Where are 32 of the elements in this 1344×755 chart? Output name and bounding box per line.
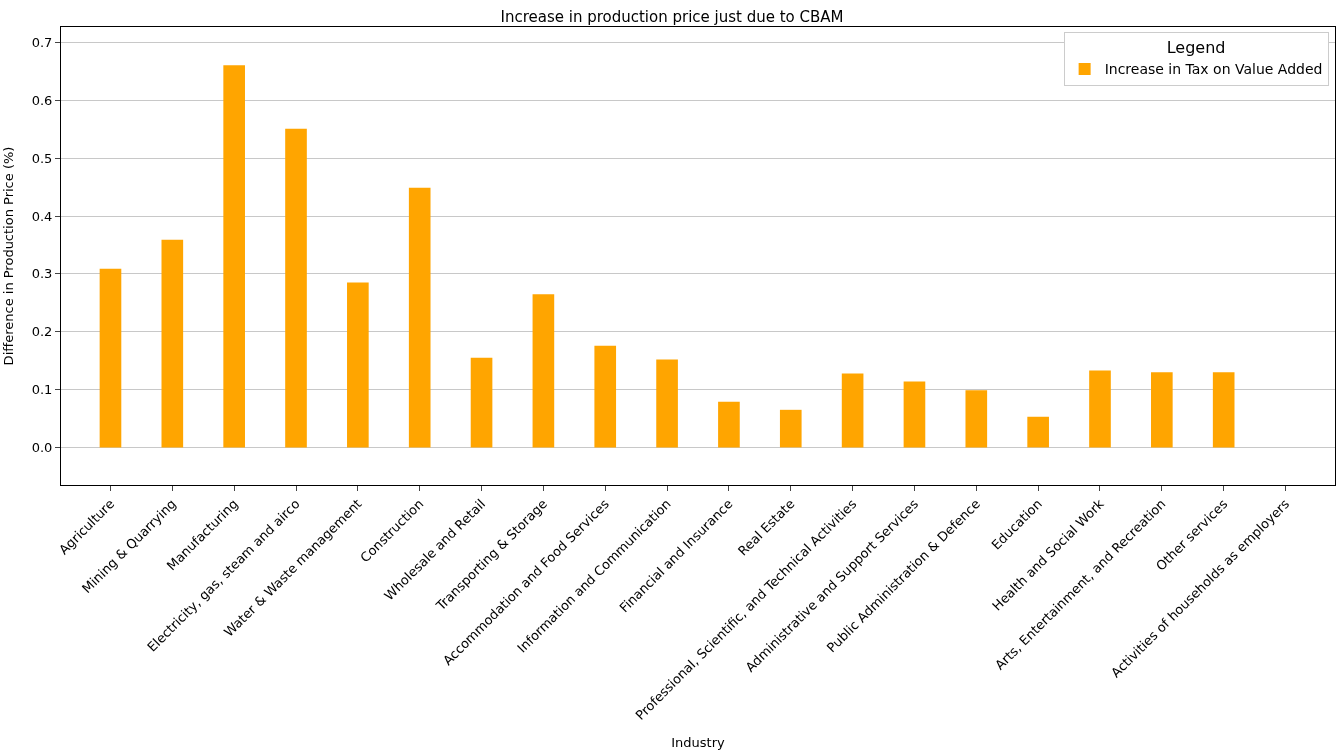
bar (1027, 416, 1049, 448)
bar (594, 345, 617, 448)
bar (718, 401, 740, 448)
bar (223, 65, 245, 448)
y-tick-label: 0.0 (31, 439, 53, 455)
legend-label: Increase in Tax on Value Added (1104, 61, 1323, 78)
chart-title: Increase in production price just due to CBAM (500, 7, 844, 26)
y-tick-label: 0.1 (31, 382, 53, 398)
bar (99, 268, 122, 448)
y-tick-label: 0.6 (31, 92, 53, 108)
y-tick-label: 0.4 (31, 208, 53, 224)
bar (1212, 372, 1235, 448)
bar (965, 390, 988, 448)
bar (532, 294, 555, 448)
bar (1089, 370, 1111, 448)
bar (903, 381, 926, 448)
y-tick-label: 0.5 (31, 150, 53, 166)
bar (470, 357, 493, 448)
y-tick-label: 0.7 (31, 35, 53, 51)
bar (1151, 372, 1173, 448)
x-axis-title: Industry (671, 734, 726, 750)
bar (779, 409, 802, 448)
bar (161, 239, 184, 448)
y-axis-title: Difference in Production Price (%) (0, 146, 16, 366)
bar (841, 373, 864, 448)
bar (656, 359, 678, 448)
y-tick-label: 0.2 (31, 324, 53, 340)
y-tick-label: 0.3 (31, 266, 53, 282)
bar (285, 128, 307, 448)
bar (408, 187, 431, 448)
legend-title: Legend (1166, 38, 1226, 58)
bar (347, 282, 369, 448)
